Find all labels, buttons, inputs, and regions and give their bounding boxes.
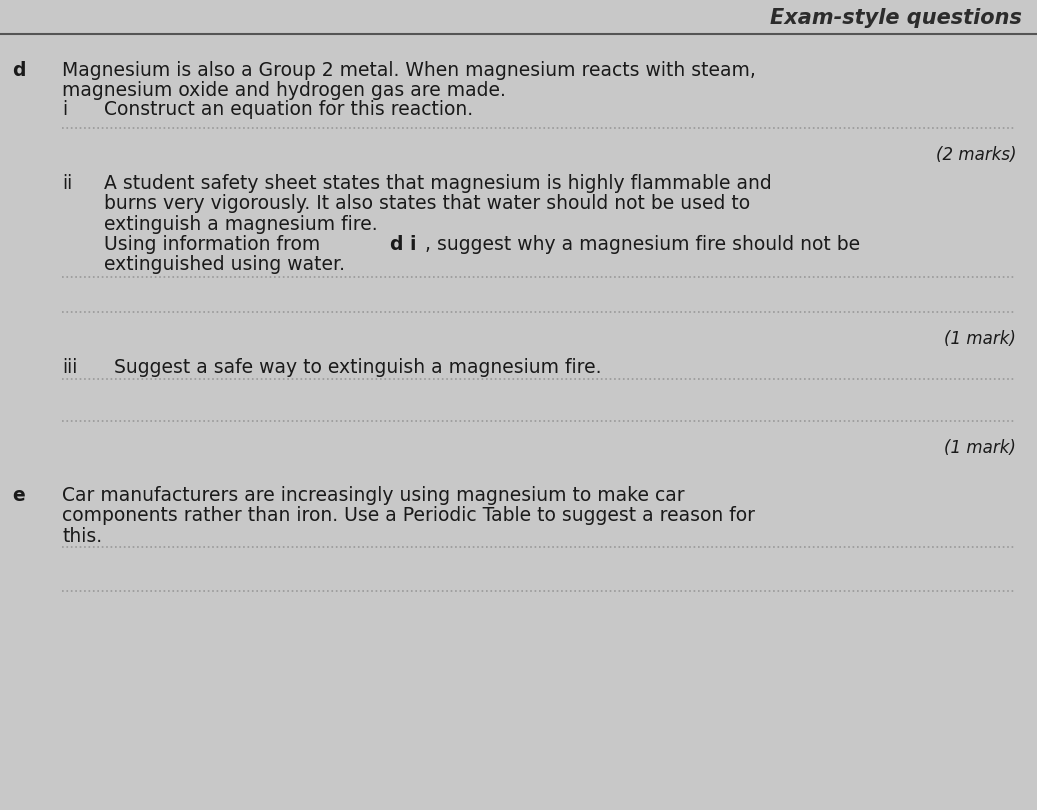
Text: d i: d i [391,235,417,254]
Text: (1 mark): (1 mark) [945,330,1016,347]
Text: Car manufacturers are increasingly using magnesium to make car: Car manufacturers are increasingly using… [62,486,684,505]
Text: e: e [12,486,25,505]
Text: magnesium oxide and hydrogen gas are made.: magnesium oxide and hydrogen gas are mad… [62,81,506,100]
Text: iii: iii [62,358,78,377]
Text: Suggest a safe way to extinguish a magnesium fire.: Suggest a safe way to extinguish a magne… [114,358,601,377]
Text: (1 mark): (1 mark) [945,439,1016,457]
Text: this.: this. [62,526,103,545]
Text: Construct an equation for this reaction.: Construct an equation for this reaction. [104,100,473,119]
Text: Using information from: Using information from [104,235,326,254]
Text: extinguished using water.: extinguished using water. [104,255,344,274]
Text: (2 marks): (2 marks) [935,146,1016,164]
Text: i: i [62,100,67,119]
Text: extinguish a magnesium fire.: extinguish a magnesium fire. [104,215,377,233]
Text: Exam-style questions: Exam-style questions [769,8,1021,28]
Text: d: d [12,61,26,79]
Text: ii: ii [62,174,73,193]
Text: components rather than iron. Use a Periodic Table to suggest a reason for: components rather than iron. Use a Perio… [62,506,755,525]
Text: A student safety sheet states that magnesium is highly flammable and: A student safety sheet states that magne… [104,174,772,193]
Text: , suggest why a magnesium fire should not be: , suggest why a magnesium fire should no… [425,235,860,254]
Text: Magnesium is also a Group 2 metal. When magnesium reacts with steam,: Magnesium is also a Group 2 metal. When … [62,61,756,79]
Text: burns very vigorously. It also states that water should not be used to: burns very vigorously. It also states th… [104,194,750,213]
